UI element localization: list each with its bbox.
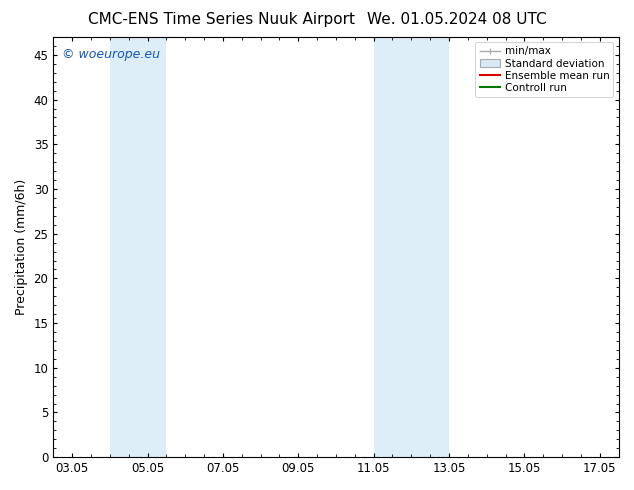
Bar (138, 37, 166, 457)
Bar (402, 37, 449, 457)
Y-axis label: Precipitation (mm/6h): Precipitation (mm/6h) (15, 179, 28, 315)
Text: © woeurope.eu: © woeurope.eu (61, 48, 160, 61)
Text: We. 01.05.2024 08 UTC: We. 01.05.2024 08 UTC (366, 12, 547, 27)
Bar (110, 37, 138, 457)
Legend: min/max, Standard deviation, Ensemble mean run, Controll run: min/max, Standard deviation, Ensemble me… (476, 42, 614, 97)
Text: CMC-ENS Time Series Nuuk Airport: CMC-ENS Time Series Nuuk Airport (88, 12, 356, 27)
Bar (373, 37, 402, 457)
